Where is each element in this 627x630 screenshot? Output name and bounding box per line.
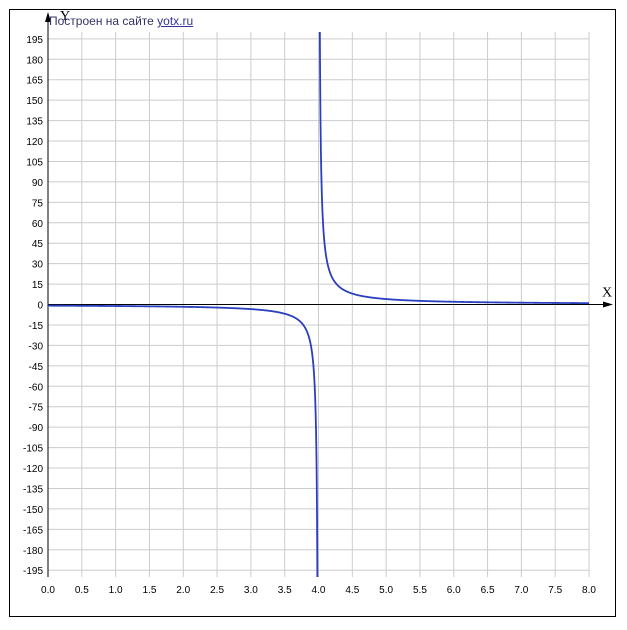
credit-label: Построен на сайте [49,14,154,28]
x-tick-label: 8.0 [582,585,596,596]
y-tick-label: 60 [32,219,44,230]
x-tick-label: 2.0 [176,585,190,596]
y-tick-label: -45 [29,362,44,373]
x-tick-label: 3.5 [278,585,292,596]
y-tick-label: -15 [29,321,44,332]
x-tick-label: 0.0 [41,585,55,596]
y-tick-label: 45 [32,239,44,250]
y-tick-label: 135 [26,117,43,128]
chart-frame [9,9,616,617]
series-layer [47,32,590,577]
x-tick-label: 5.0 [379,585,393,596]
y-axis-arrow [45,12,51,22]
axes [45,12,613,577]
y-tick-label: 0 [37,301,43,312]
y-tick-label: 165 [26,76,43,87]
x-tick-label: 1.5 [142,585,156,596]
y-tick-label: -75 [29,403,44,414]
series-line [47,304,319,577]
y-tick-label: 15 [32,280,44,291]
credit-text: Построен на сайте yotx.ru [49,14,193,28]
y-tick-label: 90 [32,178,44,189]
x-tick-label: 1.0 [109,585,123,596]
y-tick-label: -120 [23,464,43,475]
y-tick-label: -30 [29,341,44,352]
y-tick-label: -180 [23,546,43,557]
x-tick-label: 7.0 [514,585,528,596]
y-tick-label: -105 [23,444,43,455]
y-tick-label: -165 [23,525,43,536]
x-tick-label: 7.5 [548,585,562,596]
x-tick-label: 0.5 [75,585,89,596]
y-tick-label: 150 [26,96,43,107]
series-line [318,32,590,305]
y-axis-label: Y [60,9,70,24]
y-tick-label: 75 [32,198,44,209]
x-axis-label: X [602,286,612,301]
x-tick-label: 5.5 [413,585,427,596]
y-tick-label: 195 [26,35,43,46]
y-tick-label: -150 [23,505,43,516]
y-tick-label: 105 [26,157,43,168]
x-tick-label: 6.5 [481,585,495,596]
tick-labels: 0.0 0.5 1.0 1.5 2.0 2.5 3.0 3.5 4.0 4.5 5.0 5.5 6.0 6… [23,35,596,596]
y-tick-label: 180 [26,55,43,66]
y-tick-label: 120 [26,137,43,148]
y-tick-label: 30 [32,260,44,271]
y-tick-label: -60 [29,382,44,393]
x-tick-label: 4.0 [312,585,326,596]
x-tick-label: 2.5 [210,585,224,596]
credit-link[interactable]: yotx.ru [157,14,194,28]
y-tick-label: -90 [29,423,44,434]
x-tick-label: 6.0 [447,585,461,596]
x-axis-arrow [603,301,613,308]
x-tick-label: 4.5 [345,585,359,596]
y-tick-label: -135 [23,484,43,495]
y-tick-label: -195 [23,566,43,577]
x-tick-label: 3.0 [244,585,258,596]
